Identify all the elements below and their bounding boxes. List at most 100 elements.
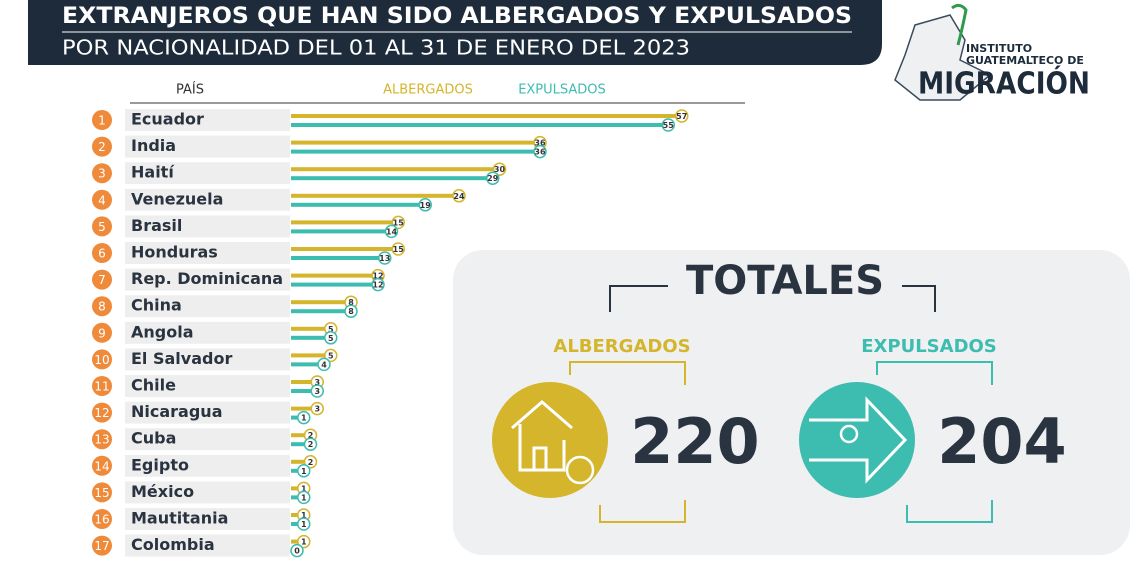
value-label: 1 <box>301 511 307 520</box>
category-bg <box>125 375 290 397</box>
total-value: 204 <box>937 405 1066 478</box>
bar <box>291 459 305 464</box>
value-label: 1 <box>301 467 307 476</box>
totals-title: TOTALES <box>686 258 884 304</box>
value-badge <box>533 144 547 159</box>
value-label: 0 <box>294 547 300 556</box>
category-bg <box>125 534 290 557</box>
bar <box>291 149 534 154</box>
legend-entry: EXPULSADOS <box>518 83 606 98</box>
value-label: 24 <box>453 192 465 201</box>
value-label: 19 <box>420 201 432 210</box>
house-icon <box>511 400 573 472</box>
value-label: 3 <box>314 378 320 387</box>
category-bg <box>125 428 290 451</box>
category-label: Haití <box>131 163 175 182</box>
value-badge <box>492 162 507 176</box>
value-badge <box>324 348 338 363</box>
value-label: 14 <box>386 227 398 236</box>
rank-badge <box>92 509 112 529</box>
person-icon <box>565 455 595 485</box>
bar <box>291 353 325 358</box>
category-label: México <box>131 482 194 501</box>
rank-badge <box>92 429 112 450</box>
value-label: 1 <box>301 538 307 547</box>
value-badge <box>297 464 311 478</box>
value-badge <box>303 455 318 469</box>
value-label: 1 <box>301 484 307 493</box>
rank-label: 9 <box>98 326 106 340</box>
rank-label: 8 <box>98 300 106 314</box>
bar <box>291 513 298 517</box>
value-badge <box>310 401 324 416</box>
value-label: 57 <box>676 112 687 121</box>
bar <box>291 442 305 447</box>
value-badge <box>324 331 338 345</box>
value-label: 1 <box>301 414 307 423</box>
rank-label: 4 <box>98 193 106 207</box>
rank-label: 14 <box>94 459 109 473</box>
rank-label: 15 <box>94 486 109 500</box>
value-label: 3 <box>314 405 320 414</box>
rank-badge <box>92 243 112 263</box>
value-label: 2 <box>308 440 314 449</box>
category-label: Mautitania <box>131 509 228 528</box>
rank-label: 11 <box>94 380 109 394</box>
value-label: 30 <box>494 165 506 174</box>
value-label: 2 <box>308 458 314 467</box>
bracket <box>609 285 936 312</box>
rank-label: 10 <box>94 353 109 367</box>
value-badge <box>297 534 311 549</box>
value-label: 2 <box>308 431 314 440</box>
bar <box>291 176 487 181</box>
rank-label: 1 <box>98 114 106 128</box>
column-header: PAÍS <box>176 82 204 98</box>
value-label: 4 <box>321 360 327 369</box>
category-bg <box>125 508 290 530</box>
category-label: Brasil <box>131 216 182 235</box>
bar <box>291 486 298 491</box>
bar <box>291 495 298 500</box>
category-label: Cuba <box>131 429 176 448</box>
value-label: 8 <box>348 307 354 316</box>
value-label: 15 <box>393 245 405 254</box>
logo-bird <box>951 3 968 46</box>
value-badge <box>297 517 311 531</box>
value-badge <box>297 410 311 425</box>
bar <box>291 389 312 393</box>
category-bg <box>125 481 290 504</box>
value-label: 13 <box>379 254 390 263</box>
rank-badge <box>92 455 112 476</box>
legend-entry: ALBERGADOS <box>383 83 473 98</box>
category-bg <box>125 242 290 264</box>
category-label: Egipto <box>131 455 189 474</box>
bar <box>291 326 325 331</box>
logo-map <box>894 14 992 101</box>
rank-badge <box>92 110 112 130</box>
value-label: 8 <box>348 298 354 307</box>
value-badge <box>344 304 358 318</box>
total-value: 220 <box>630 405 759 478</box>
bar <box>291 362 318 367</box>
value-badge <box>661 118 675 132</box>
category-bg <box>125 135 290 158</box>
rank-badge <box>92 136 112 157</box>
value-badge <box>310 384 324 398</box>
rank-label: 6 <box>98 247 106 261</box>
bar <box>291 256 379 260</box>
category-label: Nicaragua <box>131 402 222 421</box>
rank-badge <box>92 402 112 423</box>
category-label: Honduras <box>131 243 218 262</box>
category-bg <box>125 268 290 291</box>
rank-badge <box>92 189 112 210</box>
logo-text: GUATEMALTECO DE <box>966 54 1084 67</box>
value-badge <box>303 437 318 451</box>
bar <box>291 380 312 384</box>
value-label: 36 <box>534 139 546 148</box>
rank-label: 5 <box>98 220 106 234</box>
category-bg <box>125 109 290 131</box>
value-badge <box>371 277 385 292</box>
category-label: Angola <box>131 322 194 341</box>
category-bg <box>125 188 290 211</box>
bar <box>291 415 298 420</box>
